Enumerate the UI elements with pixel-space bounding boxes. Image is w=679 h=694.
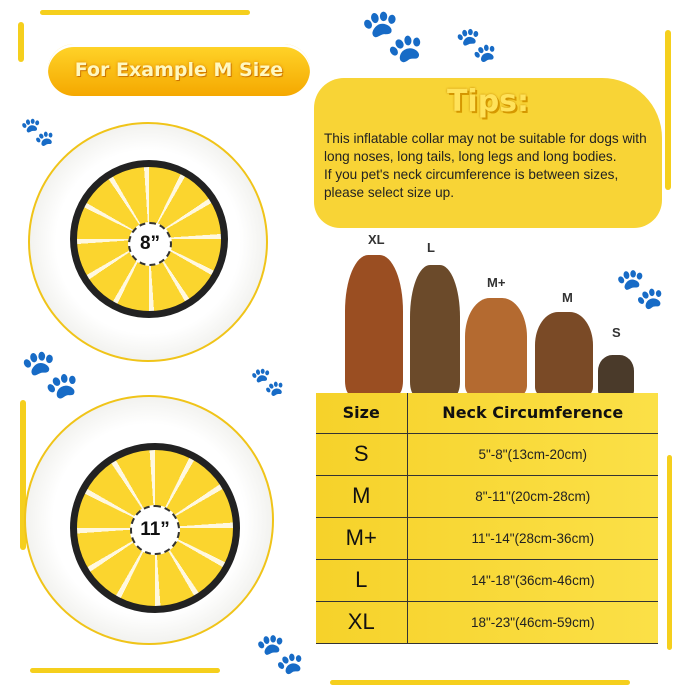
table-row: M+ 11"-14"(28cm-36cm)	[316, 517, 658, 560]
paw-print-icon: 🐾	[20, 116, 55, 147]
size-cell: S	[316, 433, 408, 476]
decor-bar	[18, 22, 24, 62]
tips-text: This inflatable collar may not be suitab…	[324, 130, 654, 202]
neck-cell: 18"-23"(46cm-59cm)	[407, 601, 658, 644]
header-size: Size	[316, 393, 408, 434]
dog-basset-hound	[535, 312, 593, 395]
table-row: S 5"-8"(13cm-20cm)	[316, 433, 658, 476]
header-neck-circumference: Neck Circumference	[407, 393, 658, 434]
decor-bar	[665, 30, 671, 190]
paw-print-icon: 🐾	[250, 366, 285, 397]
paw-print-icon: 🐾	[455, 26, 498, 64]
dog-label-l: L	[427, 240, 435, 255]
dog-label-m-plus: M+	[487, 275, 506, 290]
decor-bar	[20, 400, 26, 550]
table-row: M 8"-11"(20cm-28cm)	[316, 475, 658, 518]
dog-label-xl: XL	[368, 232, 385, 247]
paw-print-icon: 🐾	[360, 7, 425, 65]
decor-bar	[30, 668, 220, 673]
size-cell: XL	[316, 601, 408, 644]
decor-bar	[667, 455, 672, 650]
tips-line: This inflatable collar may not be suitab…	[324, 131, 647, 164]
tips-line: If you pet's neck circumference is betwe…	[324, 167, 619, 200]
collar-image-m-closed: 8”	[28, 122, 268, 362]
size-cell: L	[316, 559, 408, 602]
tips-box: Tips: This inflatable collar may not be …	[314, 78, 662, 228]
dogs-size-comparison: XL L M+ M S	[340, 230, 640, 395]
neck-measurement-label: 11”	[130, 505, 180, 555]
neck-cell: 8"-11"(20cm-28cm)	[407, 475, 658, 518]
table-header-row: Size Neck Circumference	[316, 393, 658, 434]
paw-print-icon: 🐾	[615, 267, 665, 311]
paw-print-icon: 🐾	[20, 348, 80, 401]
dog-label-s: S	[612, 325, 621, 340]
dog-label-m: M	[562, 290, 573, 305]
table-row: XL 18"-23"(46cm-59cm)	[316, 601, 658, 644]
neck-measurement-label: 8”	[128, 222, 172, 266]
size-chart-table: Size Neck Circumference S 5"-8"(13cm-20cm…	[316, 393, 658, 644]
dog-vizsla	[345, 255, 403, 395]
tips-title: Tips:	[446, 84, 530, 119]
size-cell: M+	[316, 517, 408, 560]
neck-cell: 5"-8"(13cm-20cm)	[407, 433, 658, 476]
size-cell: M	[316, 475, 408, 518]
neck-cell: 11"-14"(28cm-36cm)	[407, 517, 658, 560]
dog-yorkie	[598, 355, 634, 395]
decor-bar	[40, 10, 250, 15]
example-size-banner: For Example M Size	[48, 44, 310, 96]
paw-print-icon: 🐾	[255, 632, 305, 676]
decor-bar	[330, 680, 630, 685]
dog-cocker-spaniel	[465, 298, 527, 395]
neck-cell: 14"-18"(36cm-46cm)	[407, 559, 658, 602]
table-row: L 14"-18"(36cm-46cm)	[316, 559, 658, 602]
collar-image-m-open: 11”	[24, 395, 274, 645]
dog-malinois	[410, 265, 460, 395]
